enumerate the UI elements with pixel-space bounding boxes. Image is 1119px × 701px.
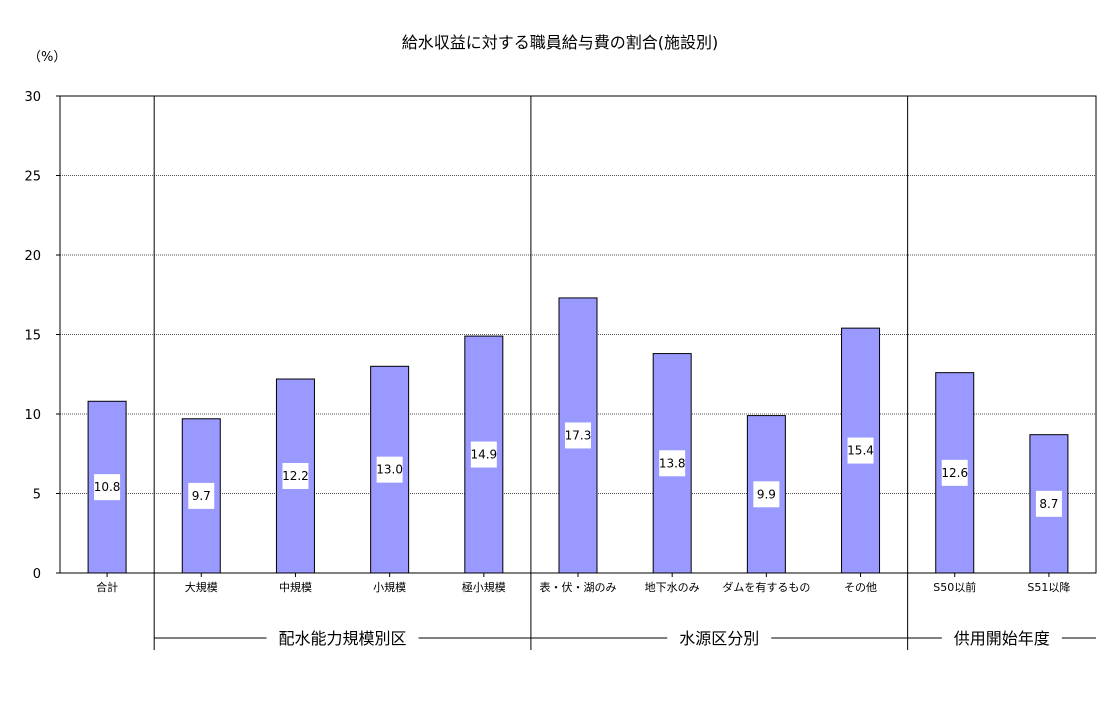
- group-dividers: [153, 96, 909, 650]
- y-tick-label: 5: [33, 488, 41, 503]
- data-label-box: [188, 482, 215, 509]
- x-tick-label: S50以前: [933, 580, 976, 594]
- x-tick-label: 表・伏・湖のみ: [540, 580, 617, 594]
- x-tick-label: 極小規模: [462, 580, 506, 594]
- data-label: 12.6: [941, 466, 968, 480]
- y-tick-label: 10: [24, 408, 41, 423]
- y-tick-label: 30: [24, 90, 41, 105]
- data-label-box: [753, 481, 780, 508]
- data-label-box: [847, 437, 874, 464]
- data-label-box: [376, 456, 403, 483]
- group-label: 水源区分別: [679, 629, 759, 648]
- group-label: 供用開始年度: [954, 629, 1050, 648]
- data-label-box: [470, 441, 497, 468]
- y-axis: 0 5 10 15 20 25 30: [24, 90, 60, 582]
- data-label: 9.7: [192, 489, 211, 503]
- x-tick-label: その他: [844, 581, 877, 594]
- data-label: 13.8: [659, 456, 686, 470]
- data-label: 14.9: [470, 448, 497, 462]
- data-label-box: [941, 459, 968, 486]
- data-label-box: [94, 474, 121, 501]
- bars: 10.8 9.7 12.2 13.0 14.9 17.3 13.8 9.9 15.4 12.6 8.…: [87, 297, 1069, 574]
- data-label-box: [565, 422, 591, 449]
- data-label: 8.7: [1039, 497, 1058, 511]
- y-tick-label: 25: [24, 170, 41, 185]
- data-label: 12.2: [282, 469, 309, 483]
- data-label: 13.0: [376, 463, 403, 477]
- x-tick-label: 大規模: [185, 580, 218, 594]
- data-label-box: [282, 463, 309, 490]
- y-tick-label: 20: [24, 249, 41, 264]
- y-tick-label: 15: [24, 329, 41, 344]
- y-tick-label: 0: [33, 567, 41, 582]
- group-label: 配水能力規模別区: [279, 629, 407, 648]
- data-label-box: [1035, 490, 1062, 517]
- chart-title: 給水収益に対する職員給与費の割合(施設別): [402, 33, 719, 52]
- data-label-box: [659, 450, 686, 477]
- data-label: 10.8: [94, 480, 121, 494]
- data-label: 15.4: [847, 444, 874, 458]
- group-labels: 配水能力規模別区 水源区分別 供用開始年度: [154, 629, 1096, 648]
- x-tick-label: 合計: [96, 580, 118, 594]
- data-label: 9.9: [757, 487, 776, 501]
- x-axis: 合計 大規模 中規模 小規模 極小規模 表・伏・湖のみ 地下水のみ ダムを有するもの その他 S5…: [96, 573, 1070, 594]
- x-tick-label: ダムを有するもの: [722, 580, 810, 594]
- x-tick-label: S51以降: [1027, 580, 1070, 594]
- x-tick-label: 中規模: [279, 580, 312, 594]
- data-label: 17.3: [565, 428, 592, 442]
- x-tick-label: 小規模: [373, 580, 406, 594]
- x-tick-label: 地下水のみ: [645, 581, 700, 594]
- y-unit-label: （%）: [28, 50, 66, 65]
